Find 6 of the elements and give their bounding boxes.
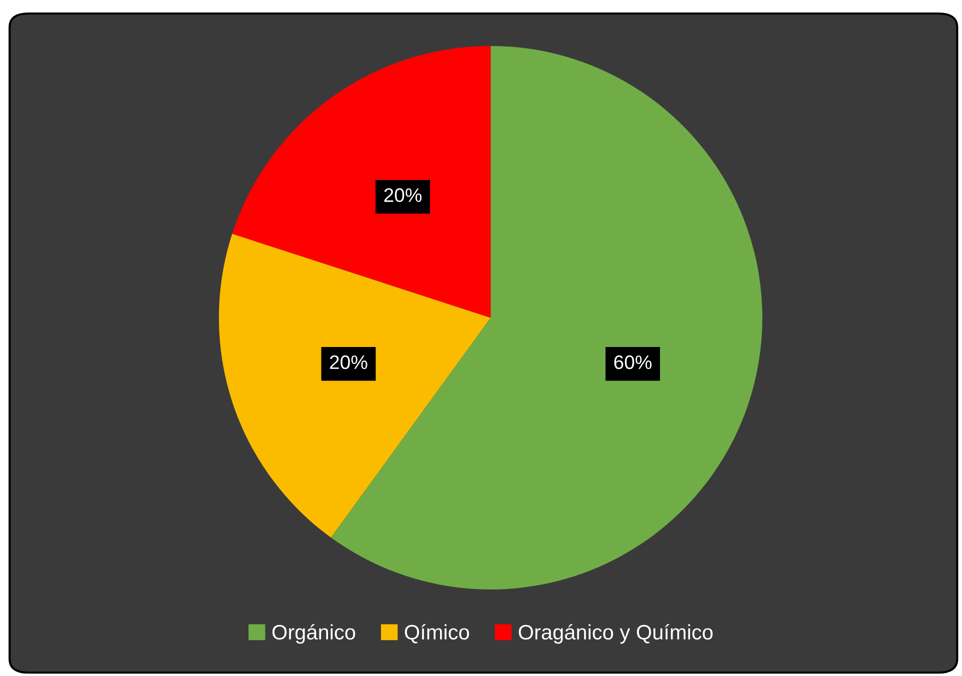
data-label: 20%: [384, 188, 422, 202]
legend-label: Qímico: [404, 624, 470, 644]
data-label: 60%: [614, 355, 652, 370]
legend-label: Orgánico: [272, 624, 356, 644]
legend-label: Oragánico y Químico: [518, 624, 713, 644]
data-label: 20%: [330, 355, 368, 370]
